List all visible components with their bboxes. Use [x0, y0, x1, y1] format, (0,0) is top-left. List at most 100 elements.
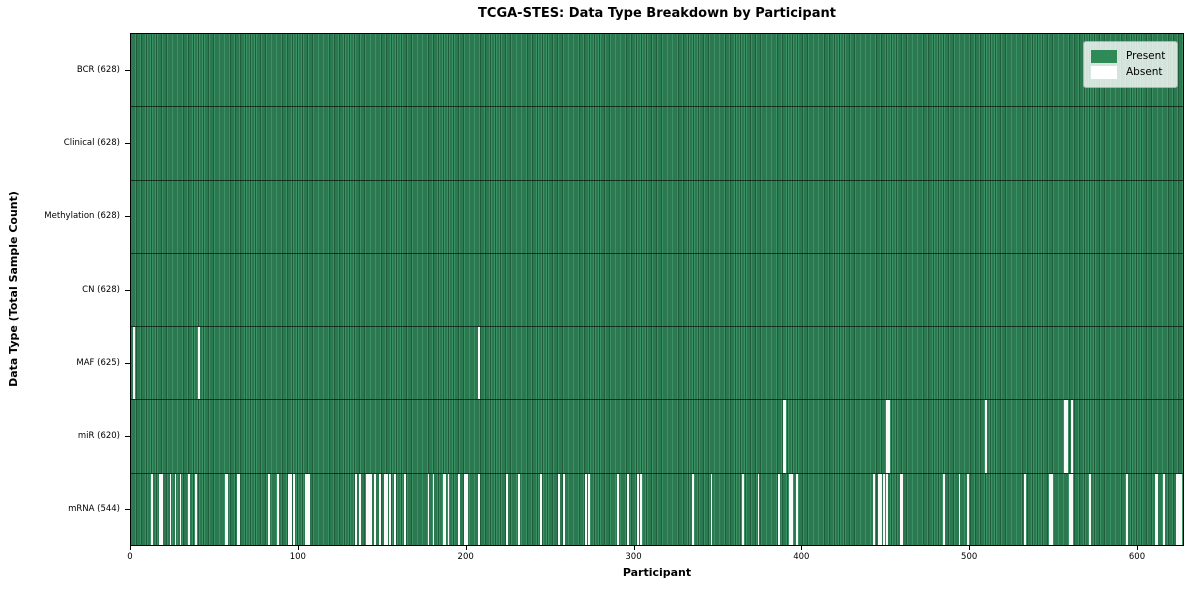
absent-stripe [477, 473, 480, 545]
absent-stripe [791, 473, 793, 545]
legend-entry-present: Present [1091, 50, 1168, 63]
y-tick-label: BCR (628) [76, 64, 120, 75]
absent-stripe [367, 473, 370, 545]
absent-stripe [383, 473, 386, 545]
absent-stripe [506, 473, 509, 545]
absent-stripe [368, 473, 371, 545]
absent-stripe [1069, 473, 1071, 545]
absent-stripe [466, 473, 468, 545]
absent-stripe [394, 473, 396, 545]
absent-stripe [888, 400, 891, 473]
absent-stripe [1126, 473, 1128, 545]
absent-stripe [563, 473, 566, 545]
absent-stripe [1089, 473, 1092, 545]
absent-stripe [1154, 473, 1157, 545]
absent-stripe [226, 473, 229, 545]
y-tick-mark [125, 142, 130, 144]
absent-stripe [1176, 473, 1179, 545]
row-bcr [131, 34, 1183, 108]
absent-stripe [796, 473, 798, 545]
x-tick-mark [297, 546, 299, 550]
absent-stripe [879, 473, 882, 545]
absent-stripe [901, 473, 904, 545]
absent-stripe [365, 473, 368, 545]
absent-stripe [742, 473, 745, 545]
absent-stripe [159, 473, 162, 545]
y-tick-mark [125, 69, 130, 71]
absent-stripe [427, 473, 430, 545]
absent-stripe [966, 473, 969, 545]
absent-stripe [886, 473, 889, 545]
absent-stripe [1064, 400, 1066, 473]
absent-stripe [636, 473, 639, 545]
x-tick-mark [1137, 546, 1138, 550]
y-tick-mark [125, 289, 130, 291]
x-tick-mark [633, 546, 635, 550]
absent-stripe [293, 473, 296, 545]
absent-stripe [1048, 473, 1051, 545]
absent-stripe [308, 473, 311, 545]
x-tick-label: 500 [961, 552, 978, 562]
legend-entry-absent: Absent [1091, 66, 1168, 79]
absent-stripe [447, 473, 450, 545]
absent-stripe [784, 400, 787, 473]
absent-stripe [958, 473, 961, 545]
y-tick-label: MAF (625) [76, 357, 120, 368]
absent-stripe [370, 473, 373, 545]
absent-stripe [558, 473, 561, 545]
absent-stripe [187, 473, 190, 545]
absent-stripe [464, 473, 467, 545]
absent-stripe [388, 473, 391, 545]
legend: Present Absent [1083, 41, 1178, 88]
absent-stripe [306, 473, 309, 545]
x-tick-label: 400 [793, 552, 810, 562]
absent-stripe [878, 473, 880, 545]
absent-stripe [373, 473, 376, 545]
y-tick-label: mRNA (544) [68, 504, 120, 515]
absent-stripe [873, 473, 875, 545]
absent-stripe [1023, 473, 1026, 545]
legend-label: Present [1126, 50, 1166, 62]
absent-stripe [1162, 473, 1165, 545]
absent-stripe [640, 473, 643, 545]
absent-stripe [305, 473, 308, 545]
x-tick-label: 100 [289, 552, 306, 562]
chart-title: TCGA-STES: Data Type Breakdown by Partic… [478, 6, 836, 21]
absent-stripe [151, 473, 153, 545]
absent-stripe [985, 400, 988, 473]
absent-stripe [432, 473, 435, 545]
absent-stripe [692, 473, 695, 545]
row-cn [131, 253, 1183, 328]
absent-stripe [886, 400, 889, 473]
absent-stripe [1177, 473, 1180, 545]
absent-stripe [179, 473, 182, 545]
y-tick-label: CN (628) [82, 284, 120, 295]
absent-stripe [1065, 400, 1068, 473]
y-tick-mark [125, 216, 130, 218]
absent-stripe [457, 473, 460, 545]
row-maf [131, 327, 1183, 401]
absent-stripe [169, 473, 172, 545]
absent-stripe [194, 473, 197, 545]
plot-area [130, 33, 1184, 546]
x-tick-label: 600 [1128, 552, 1146, 562]
x-axis-label: Participant [622, 566, 692, 579]
y-tick-label: miR (620) [77, 431, 120, 442]
row-methylation [131, 180, 1183, 254]
absent-stripe [288, 473, 291, 545]
absent-stripe [883, 473, 886, 545]
absent-stripe [442, 473, 445, 545]
x-tick-mark [969, 546, 971, 550]
absent-stripe [268, 473, 271, 545]
absent-stripe [238, 473, 241, 545]
legend-label: Absent [1126, 66, 1163, 78]
absent-stripe [276, 473, 279, 545]
absent-stripe [174, 473, 177, 545]
y-tick-mark [125, 436, 130, 438]
absent-stripe [444, 473, 447, 545]
absent-stripe [236, 473, 239, 545]
absent-stripe [358, 473, 361, 545]
absent-stripe [224, 473, 227, 545]
row-clinical [131, 107, 1183, 181]
absent-stripe [1070, 400, 1073, 473]
